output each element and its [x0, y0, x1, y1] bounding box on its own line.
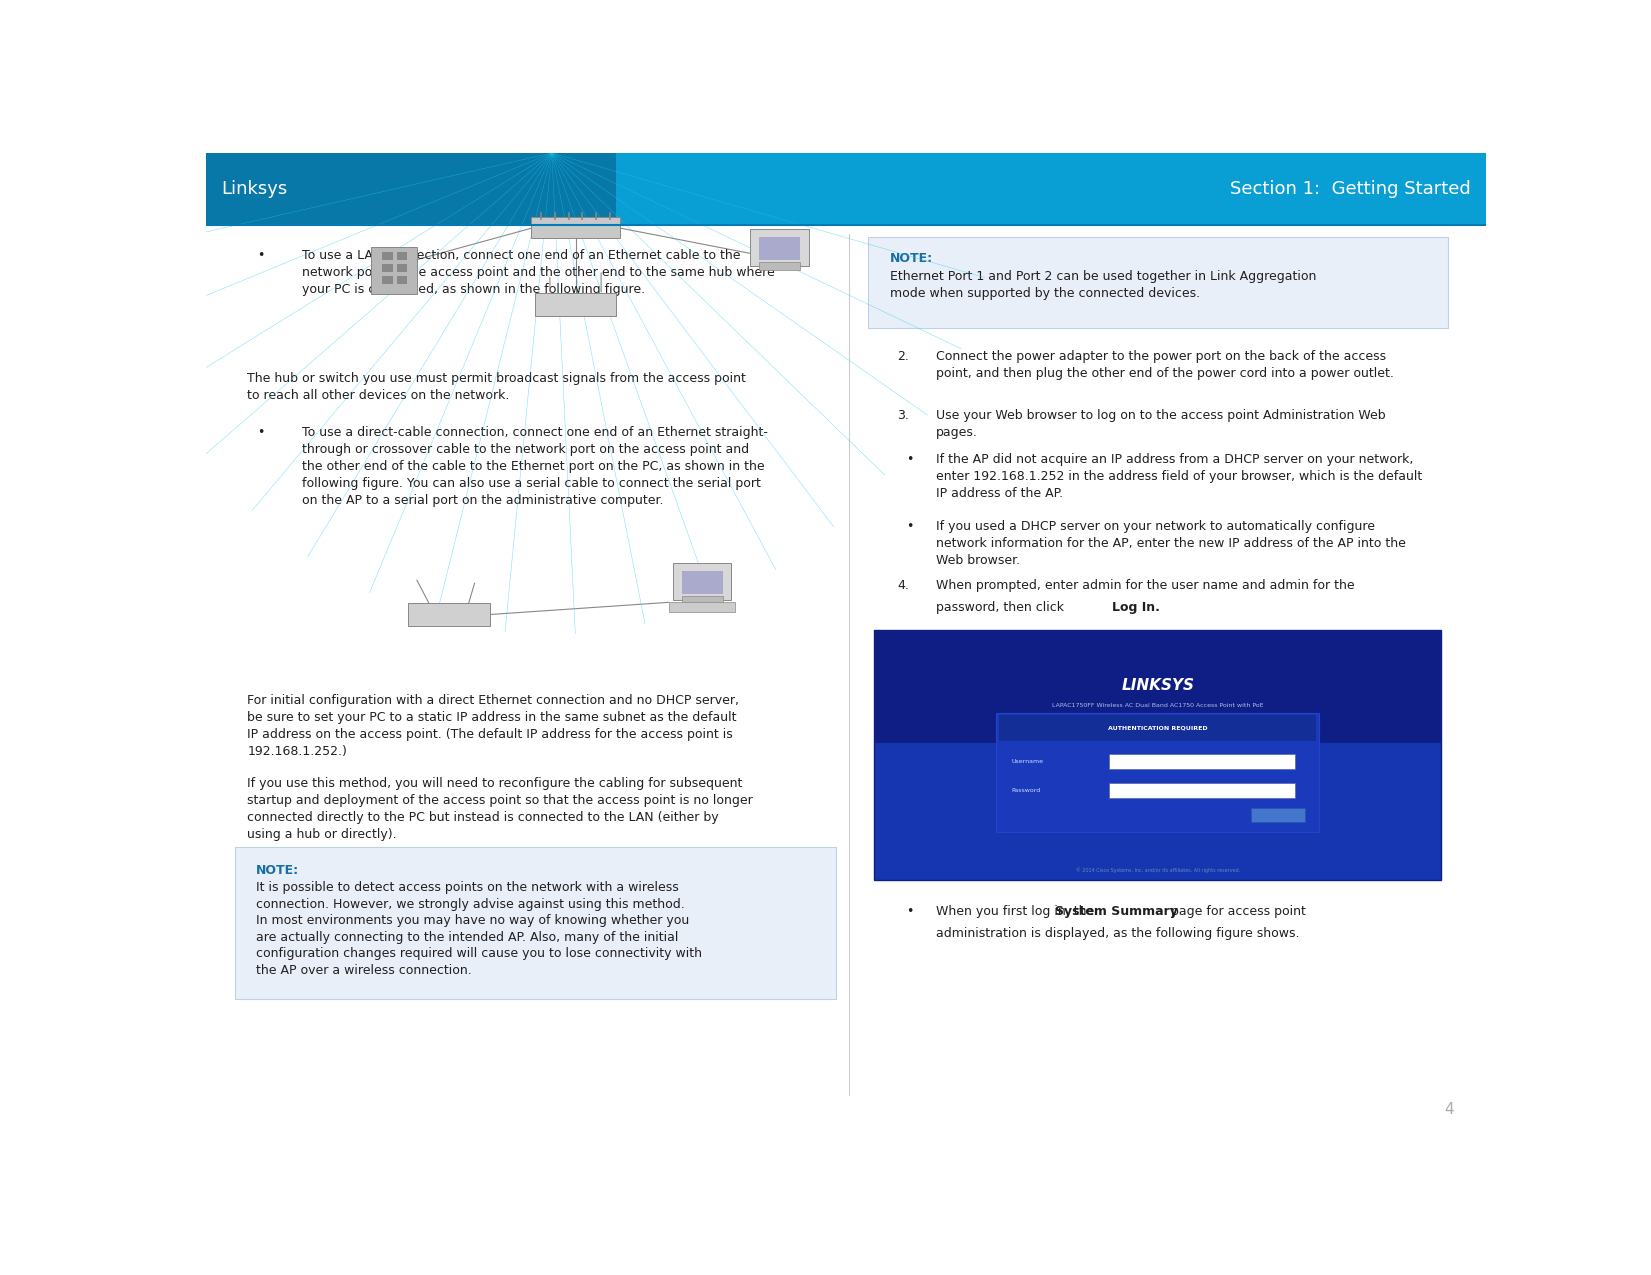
FancyBboxPatch shape [682, 597, 723, 604]
Text: If you use this method, you will need to reconfigure the cabling for subsequent
: If you use this method, you will need to… [248, 778, 753, 842]
FancyBboxPatch shape [234, 847, 835, 1000]
Text: NOTE:: NOTE: [890, 252, 933, 265]
Text: 4: 4 [1445, 1102, 1455, 1117]
Text: Ethernet Port 1 and Port 2 can be used together in Link Aggregation
mode when su: Ethernet Port 1 and Port 2 can be used t… [890, 270, 1316, 300]
FancyBboxPatch shape [383, 275, 393, 284]
Text: NOTE:: NOTE: [256, 863, 299, 877]
FancyBboxPatch shape [1109, 783, 1296, 798]
Text: •: • [906, 905, 913, 918]
Text: Linksys: Linksys [221, 180, 287, 198]
FancyBboxPatch shape [532, 217, 619, 238]
Text: Username: Username [1012, 759, 1043, 764]
Text: System Summary: System Summary [1055, 905, 1177, 918]
FancyBboxPatch shape [206, 153, 1486, 224]
Text: •: • [906, 454, 913, 467]
FancyBboxPatch shape [868, 237, 1448, 328]
Text: •: • [258, 249, 264, 263]
FancyBboxPatch shape [875, 630, 1441, 881]
FancyBboxPatch shape [371, 246, 418, 293]
Text: If the AP did not acquire an IP address from a DHCP server on your network,
ente: If the AP did not acquire an IP address … [936, 454, 1422, 500]
FancyBboxPatch shape [758, 263, 799, 270]
FancyBboxPatch shape [669, 602, 735, 612]
Text: 3.: 3. [898, 409, 910, 422]
Text: © 2014 Cisco Systems, Inc. and/or its affiliates. All rights reserved.: © 2014 Cisco Systems, Inc. and/or its af… [1075, 868, 1240, 873]
Text: For initial configuration with a direct Ethernet connection and no DHCP server,
: For initial configuration with a direct … [248, 694, 740, 757]
Text: Use your Web browser to log on to the access point Administration Web
pages.: Use your Web browser to log on to the ac… [936, 409, 1385, 439]
FancyBboxPatch shape [758, 237, 799, 260]
Text: Connect the power adapter to the power port on the back of the access
point, and: Connect the power adapter to the power p… [936, 351, 1393, 380]
FancyBboxPatch shape [396, 264, 406, 272]
FancyBboxPatch shape [682, 571, 723, 594]
Text: AUTHENTICATION REQUIRED: AUTHENTICATION REQUIRED [1108, 725, 1207, 731]
FancyBboxPatch shape [750, 230, 809, 266]
FancyBboxPatch shape [396, 275, 406, 284]
Text: •: • [258, 426, 264, 439]
Text: page for access point: page for access point [1167, 905, 1306, 918]
Text: •: • [906, 520, 913, 533]
Text: Password: Password [1012, 788, 1040, 793]
Text: administration is displayed, as the following figure shows.: administration is displayed, as the foll… [936, 927, 1299, 940]
Text: The hub or switch you use must permit broadcast signals from the access point
to: The hub or switch you use must permit br… [248, 372, 746, 402]
Text: When prompted, enter admin for the user name and admin for the: When prompted, enter admin for the user … [936, 579, 1354, 592]
FancyBboxPatch shape [396, 252, 406, 260]
FancyBboxPatch shape [999, 715, 1316, 741]
FancyBboxPatch shape [383, 252, 393, 260]
FancyBboxPatch shape [875, 630, 1441, 743]
FancyBboxPatch shape [383, 264, 393, 272]
FancyBboxPatch shape [408, 603, 490, 626]
FancyBboxPatch shape [206, 153, 616, 224]
FancyBboxPatch shape [1251, 808, 1304, 821]
FancyBboxPatch shape [672, 564, 731, 601]
Text: LINKSYS: LINKSYS [1121, 678, 1194, 692]
Text: It is possible to detect access points on the network with a wireless
connection: It is possible to detect access points o… [256, 881, 702, 977]
Text: LAPAC1750FF Wireless AC Dual Band AC1750 Access Point with PoE: LAPAC1750FF Wireless AC Dual Band AC1750… [1052, 703, 1263, 708]
Text: password, then click: password, then click [936, 601, 1068, 613]
FancyBboxPatch shape [997, 713, 1319, 833]
Text: 2.: 2. [898, 351, 910, 363]
FancyBboxPatch shape [535, 293, 616, 316]
Text: Log In.: Log In. [1113, 601, 1161, 613]
Text: 4.: 4. [898, 579, 910, 592]
Text: If you used a DHCP server on your network to automatically configure
network inf: If you used a DHCP server on your networ… [936, 520, 1405, 567]
FancyBboxPatch shape [1109, 755, 1296, 769]
Text: Section 1:  Getting Started: Section 1: Getting Started [1230, 180, 1471, 198]
Text: To use a direct-cable connection, connect one end of an Ethernet straight-
throu: To use a direct-cable connection, connec… [302, 426, 768, 507]
Text: When you first log in, the: When you first log in, the [936, 905, 1098, 918]
Text: To use a LAN connection, connect one end of an Ethernet cable to the
network por: To use a LAN connection, connect one end… [302, 249, 774, 296]
